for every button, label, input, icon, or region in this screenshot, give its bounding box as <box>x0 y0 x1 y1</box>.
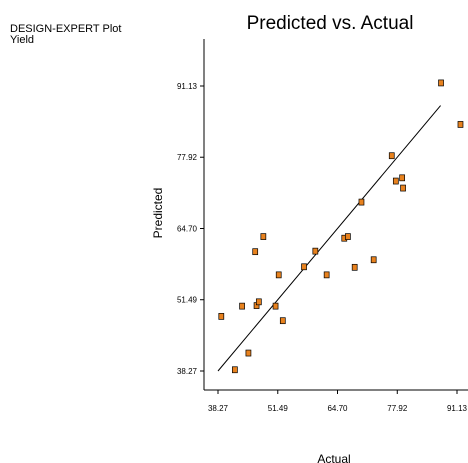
x-tick-label-0: 38.27 <box>208 404 229 413</box>
data-point-21 <box>399 174 406 182</box>
data-point-0 <box>218 313 225 320</box>
data-point-3 <box>245 349 252 357</box>
data-point-22 <box>400 184 406 192</box>
data-point-15 <box>345 233 351 240</box>
reference-line <box>217 105 441 372</box>
x-tick-label-2: 64.70 <box>327 404 348 413</box>
y-tick-label-0: 38.27 <box>177 367 198 376</box>
data-point-23 <box>438 79 444 87</box>
chart-title: Predicted vs. Actual <box>247 13 414 34</box>
y-tick-label-1: 51.49 <box>177 296 198 305</box>
data-points <box>218 79 464 374</box>
data-point-6 <box>255 298 262 306</box>
y-tick-label-3: 77.92 <box>177 153 198 162</box>
data-point-9 <box>275 271 282 279</box>
response-label: Yield <box>10 34 35 46</box>
data-point-7 <box>260 233 267 240</box>
side-title: DESIGN-EXPERT Plot Yield <box>10 24 121 46</box>
data-point-16 <box>351 263 358 271</box>
x-tick-label-1: 51.49 <box>268 404 289 413</box>
y-tick-label-4: 91.13 <box>177 82 198 91</box>
data-point-24 <box>457 121 464 128</box>
reference-line-group <box>217 105 441 372</box>
data-point-12 <box>312 247 319 255</box>
data-point-1 <box>232 366 238 374</box>
y-tick-label-2: 64.70 <box>177 225 198 234</box>
data-point-19 <box>388 152 395 160</box>
data-point-8 <box>272 302 279 310</box>
data-point-13 <box>323 271 330 279</box>
program-label: DESIGN-EXPERT Plot <box>10 23 122 35</box>
plot-frame <box>203 39 468 391</box>
data-point-20 <box>392 177 399 185</box>
data-point-18 <box>370 256 377 264</box>
axis-ticks: 38.27 51.49 64.70 77.92 91.13 38.27 51.49 64.70… <box>177 82 468 413</box>
x-tick-label-4: 91.13 <box>447 404 468 413</box>
y-axis-label: Predicted <box>151 188 165 239</box>
x-tick-label-3: 77.92 <box>387 404 408 413</box>
data-point-17 <box>358 198 365 206</box>
data-point-4 <box>252 248 259 256</box>
x-axis-label: Actual <box>317 452 350 463</box>
data-point-10 <box>279 317 286 325</box>
data-point-11 <box>301 263 307 271</box>
data-point-2 <box>239 302 245 310</box>
